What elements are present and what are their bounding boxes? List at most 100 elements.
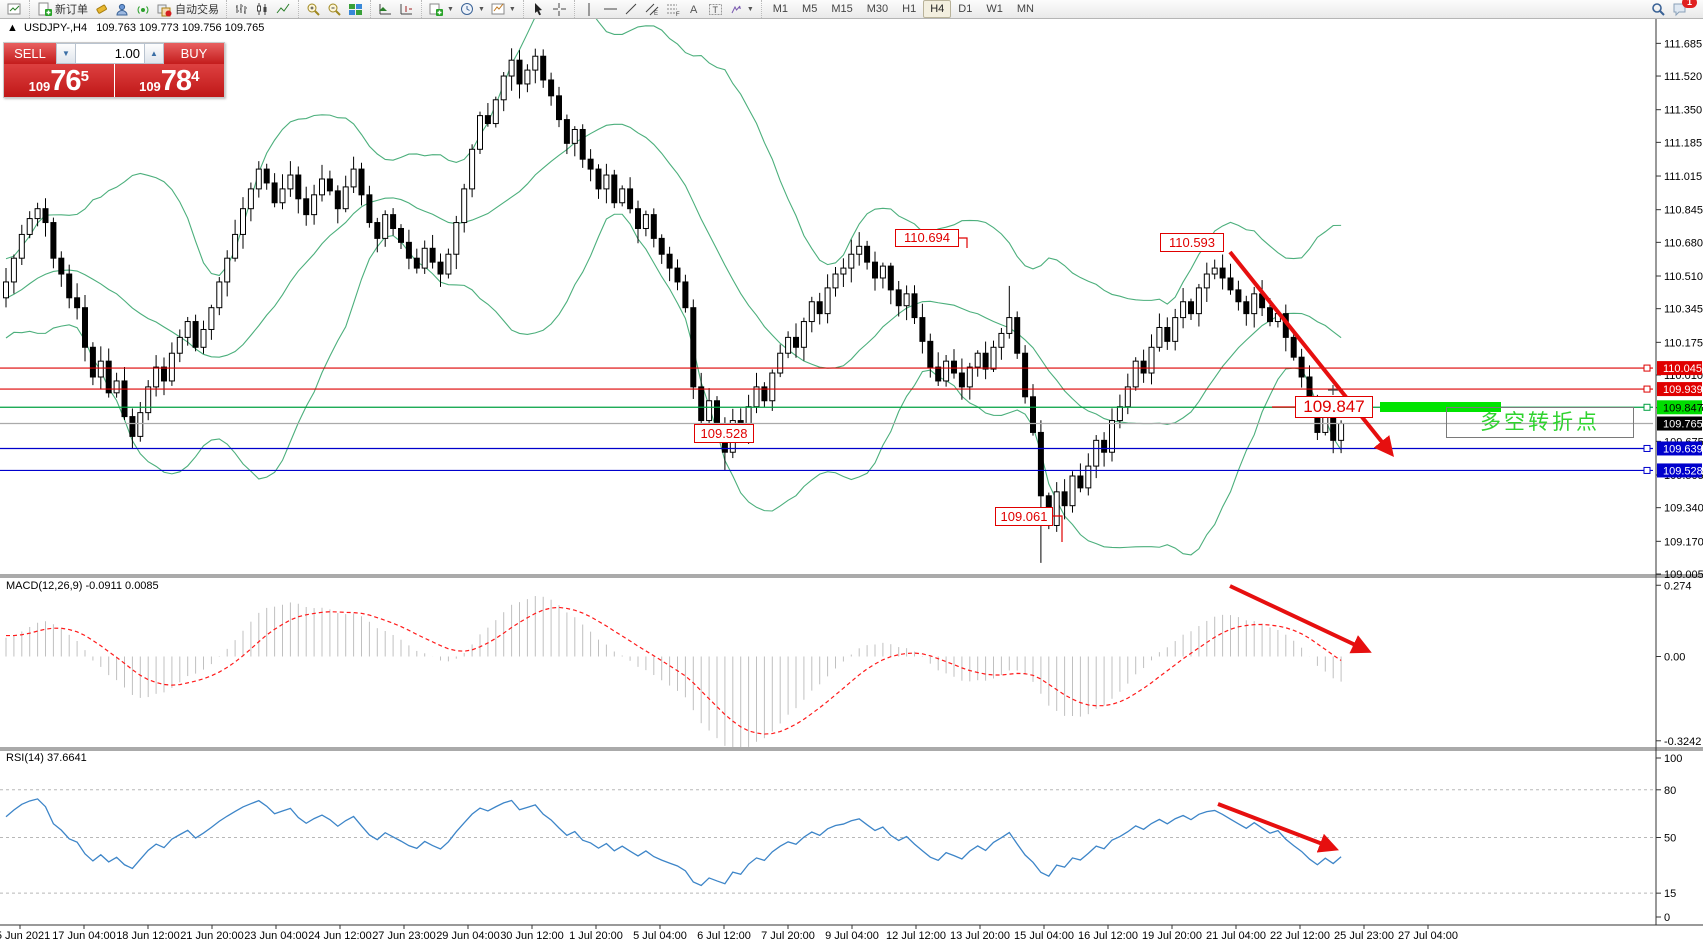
chart-shift-button[interactable] [396,1,417,18]
trendline-button[interactable] [621,1,642,18]
svg-text:T: T [712,5,718,15]
timeframe-mn[interactable]: MN [1016,3,1034,15]
macd-histogram [5,596,1342,747]
price-tick-label: 110.345 [1664,304,1703,316]
timeframe-m15[interactable]: M15 [831,3,853,15]
buy-button[interactable]: BUY [164,43,224,64]
svg-text:F: F [676,12,680,17]
rsi-label: RSI(14) 37.6641 [6,752,87,764]
timeframe-switcher: M1 M5 M15 M30 H1 H4 D1 W1 MN [760,0,1045,18]
timeframe-m30[interactable]: M30 [866,3,889,15]
symbol-ohlc-line: ▲ USDJPY-,H4 109.763 109.773 109.756 109… [7,22,264,34]
price-tick-label: 110.175 [1664,337,1703,349]
time-axis-label: 1 Jul 20:00 [569,930,623,942]
timeframe-d1[interactable]: D1 [958,3,973,15]
price-badge-110.045 [1657,361,1702,376]
time-axis-label: 22 Jul 12:00 [1270,930,1330,942]
collapse-marker[interactable]: ▲ [7,22,18,34]
fibonacci-button[interactable]: F [663,1,684,18]
time-axis-label: 24 Jun 12:00 [308,930,372,942]
timeframe-m1[interactable]: M1 [772,3,789,15]
channel-button[interactable]: E [642,1,663,18]
time-axis-label: 21 Jun 20:00 [180,930,244,942]
notifications-icon[interactable]: 1 [1669,0,1697,18]
bollinger-band-l [5,213,1342,556]
profile-icon[interactable] [112,1,133,18]
time-axis-label: 7 Jul 20:00 [761,930,815,942]
cross-marker[interactable] [1328,385,1338,395]
text-label-button[interactable]: T [705,1,726,18]
chart-window-icon[interactable] [4,1,25,18]
rsi-axis-label: 0 [1664,912,1670,924]
sell-price-panel[interactable]: 109 76 5 [4,64,114,97]
horizontal-line-button[interactable] [600,1,621,18]
meta-editor-icon[interactable] [91,1,112,18]
notification-badge: 1 [1682,0,1697,8]
vertical-line-button[interactable] [579,1,600,18]
rsi-axis-label: 15 [1664,888,1676,900]
cursor-button[interactable] [528,1,549,18]
line-chart-button[interactable] [273,1,294,18]
candlestick-chart-button[interactable] [252,1,273,18]
time-axis-label: 9 Jul 04:00 [825,930,879,942]
price-tick-label: 109.170 [1664,536,1703,548]
main-toolbar: 新订单 自动交易 ▼ ▼ ▼ [0,0,1703,19]
timeframe-w1[interactable]: W1 [986,3,1003,15]
autotrade-button[interactable]: 自动交易 [154,1,222,18]
sell-price-prefix: 109 [28,79,51,94]
timeframe-h1[interactable]: H1 [902,3,917,15]
arrows-button[interactable]: ▼ [726,1,757,18]
buy-price-sup: 4 [191,68,200,85]
zoom-in-button[interactable] [303,1,324,18]
time-axis-label: 27 Jun 23:00 [372,930,436,942]
timeframe-m5[interactable]: M5 [802,3,818,15]
price-tick-label: 109.340 [1664,503,1703,515]
macd-axis-label: -0.3242 [1664,736,1701,748]
sell-price-sup: 5 [80,68,89,85]
price-tick-label: 111.350 [1664,105,1702,117]
timeframe-h4[interactable]: H4 [923,0,952,18]
rsi-axis-label: 80 [1664,785,1676,797]
signal-icon[interactable] [133,1,154,18]
volume-increase-button[interactable]: ▲ [144,43,164,64]
buy-price-panel[interactable]: 109 78 4 [114,64,224,97]
highlight-band[interactable] [1380,402,1501,412]
bollinger-band-m [5,123,1342,425]
time-axis-label: 21 Jul 04:00 [1206,930,1266,942]
text-button[interactable]: A [684,1,705,18]
time-axis-label: 23 Jun 04:00 [244,930,308,942]
periods-clock-button[interactable]: ▼ [457,1,488,18]
trend-arrow-3[interactable] [1217,802,1339,853]
price-badge-text: 109.939 [1663,384,1703,396]
price-tick-label: 111.015 [1664,171,1702,183]
trend-arrow-1[interactable] [1228,250,1394,457]
volume-input[interactable] [76,43,144,64]
new-order-button[interactable]: 新订单 [34,1,91,18]
templates-button[interactable]: ▼ [488,1,519,18]
volume-decrease-button[interactable]: ▼ [56,43,76,64]
sell-button[interactable]: SELL [4,43,56,64]
price-tick-label: 111.185 [1664,137,1702,149]
time-axis-label: 15 Jun 2021 [0,930,50,942]
price-tick-label: 111.685 [1664,38,1702,50]
bar-chart-button[interactable] [231,1,252,18]
search-icon[interactable] [1648,1,1669,18]
crosshair-button[interactable] [549,1,570,18]
macd-axis-label: 0.274 [1664,580,1692,592]
time-axis-label: 5 Jul 04:00 [633,930,687,942]
price-badge-109.528 [1657,463,1702,478]
price-tick-label: 110.845 [1664,205,1703,217]
rsi-axis-label: 50 [1664,833,1676,845]
auto-scroll-button[interactable] [375,1,396,18]
trend-arrow-2[interactable] [1229,584,1372,654]
tile-windows-button[interactable] [345,1,366,18]
price-tick-label: 109.005 [1664,569,1703,581]
rsi-axis-label: 100 [1664,753,1682,765]
time-axis-label: 13 Jul 20:00 [950,930,1010,942]
price-badge-text: 109.639 [1663,443,1703,455]
zoom-out-button[interactable] [324,1,345,18]
indicators-button[interactable]: ▼ [426,1,457,18]
price-badge-109.639 [1657,441,1702,456]
